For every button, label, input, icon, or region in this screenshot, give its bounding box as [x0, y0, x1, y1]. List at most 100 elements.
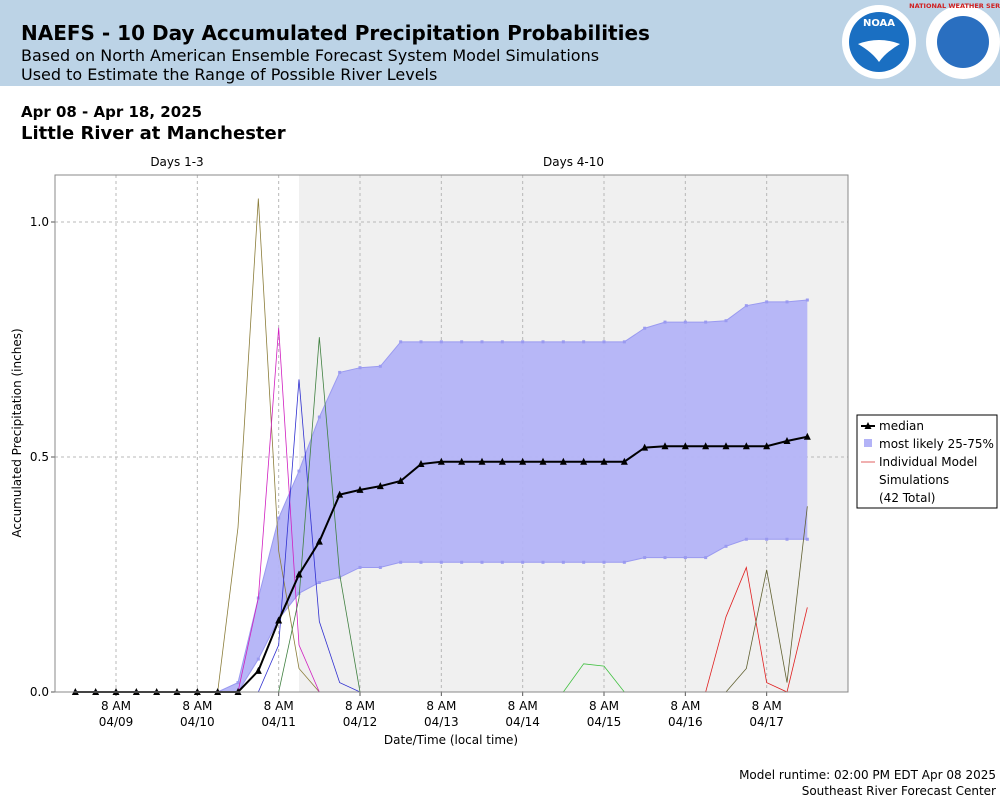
band-point — [460, 560, 464, 564]
band-point — [277, 516, 281, 520]
band-point — [785, 300, 789, 304]
median-marker — [376, 482, 384, 490]
band-point — [317, 580, 321, 584]
median-marker — [742, 442, 750, 450]
band-point — [480, 560, 484, 564]
band-point — [582, 560, 586, 564]
band-point — [704, 320, 708, 324]
nws-logo-inner — [937, 16, 989, 68]
band-point — [805, 537, 809, 541]
median-marker — [356, 485, 364, 493]
x-tick-label: 8 AM 04/09 — [99, 699, 134, 729]
x-axis-label: Date/Time (local time) — [384, 733, 518, 747]
band-point — [236, 681, 240, 685]
x-tick-label: 8 AM 04/11 — [261, 699, 296, 729]
band-point — [521, 340, 525, 344]
band-point — [663, 556, 667, 560]
band-point — [399, 340, 403, 344]
band-point — [561, 560, 565, 564]
noaa-bird — [858, 40, 900, 62]
band-point — [419, 340, 423, 344]
date-range: Apr 08 - Apr 18, 2025 — [21, 103, 202, 121]
median-marker — [580, 457, 588, 465]
median-marker — [417, 460, 425, 468]
band-point — [297, 469, 301, 473]
band-fill — [75, 300, 808, 692]
header-subtitle: Used to Estimate the Range of Possible R… — [21, 65, 437, 84]
band-point — [399, 560, 403, 564]
band-point — [765, 537, 769, 541]
x-tick-label: 8 AM 04/10 — [180, 699, 215, 729]
band-point — [602, 560, 606, 564]
chart-title: Little River at Manchester — [21, 123, 286, 144]
band-point — [602, 340, 606, 344]
region-label: Days 4-10 — [543, 155, 604, 169]
header-subtitle: Based on North American Ensemble Forecas… — [21, 46, 599, 65]
legend-swatch — [864, 439, 872, 447]
legend-swatch — [864, 422, 872, 429]
y-axis-label: Accumulated Precipitation (inches) — [10, 328, 24, 537]
band-point — [500, 340, 504, 344]
band-point — [460, 340, 464, 344]
median-marker — [539, 457, 547, 465]
logo-text: NOAA — [863, 18, 895, 29]
band-point — [744, 304, 748, 308]
median-marker — [519, 457, 527, 465]
band-point — [439, 340, 443, 344]
median-marker — [336, 490, 344, 498]
band-point — [724, 319, 728, 323]
logo-text: NATIONAL WEATHER SERVICE — [909, 2, 1000, 10]
median-marker — [620, 457, 628, 465]
median-marker — [437, 457, 445, 465]
legend-label: Individual Model — [879, 455, 977, 469]
band-point — [541, 560, 545, 564]
median-marker — [702, 442, 710, 450]
band-point — [521, 560, 525, 564]
x-tick-label: 8 AM 04/15 — [587, 699, 622, 729]
legend-box — [856, 414, 998, 509]
band-point — [500, 560, 504, 564]
band-point — [358, 565, 362, 569]
y-tick-label: 0.0 — [30, 685, 49, 699]
band-point — [622, 560, 626, 564]
band-point — [683, 320, 687, 324]
band-point — [724, 544, 728, 548]
band-point — [704, 556, 708, 560]
band-point — [256, 657, 260, 661]
median-marker — [641, 443, 649, 451]
median-marker — [295, 570, 303, 578]
median-marker — [254, 666, 262, 674]
band-point — [683, 556, 687, 560]
median-marker — [600, 457, 608, 465]
band-point — [785, 537, 789, 541]
legend-label: most likely 25-75% — [879, 437, 994, 451]
median-marker — [803, 432, 811, 440]
band-point — [765, 300, 769, 304]
median-marker — [559, 457, 567, 465]
band-point — [643, 556, 647, 560]
band-point — [805, 298, 809, 302]
x-tick-label: 8 AM 04/13 — [424, 699, 459, 729]
y-tick-label: 1.0 — [30, 215, 49, 229]
band-point — [582, 340, 586, 344]
band-point — [338, 575, 342, 579]
footer-text: Southeast River Forecast Center — [802, 784, 996, 798]
band-point — [439, 560, 443, 564]
x-tick-label: 8 AM 04/14 — [505, 699, 540, 729]
median-marker — [275, 616, 283, 624]
median-marker — [661, 442, 669, 450]
band-point — [622, 340, 626, 344]
plot-frame — [54, 174, 849, 693]
band-point — [541, 340, 545, 344]
region-label: Days 1-3 — [150, 155, 203, 169]
band-point — [378, 364, 382, 368]
legend-label: (42 Total) — [879, 491, 935, 505]
median-marker — [397, 476, 405, 484]
median-marker — [783, 437, 791, 445]
band-point — [317, 415, 321, 419]
median-marker — [458, 457, 466, 465]
legend-label: median — [879, 419, 924, 433]
median-marker — [498, 457, 506, 465]
legend-label: Simulations — [879, 473, 949, 487]
